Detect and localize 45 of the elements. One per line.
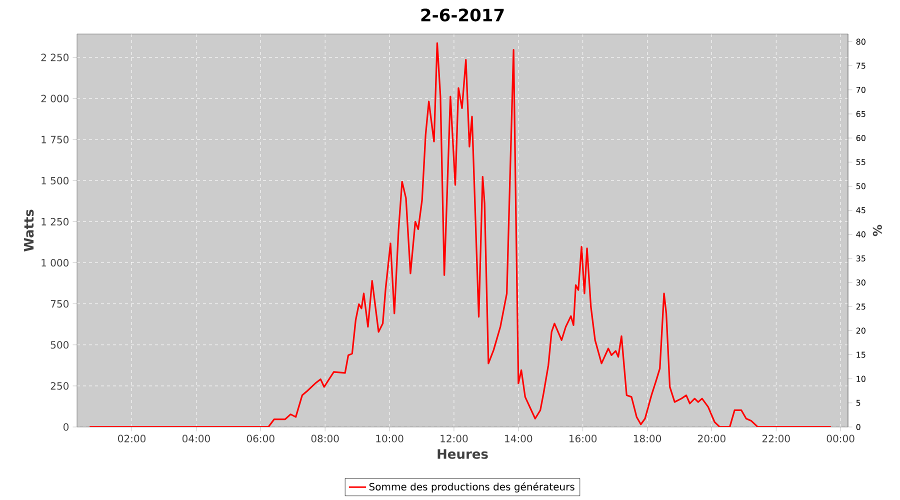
x-axis-title: Heures [438,449,488,459]
y2-tick-label: 0 [856,424,860,430]
y2-tick-label: 50 [856,183,866,190]
x-tick-label: 20:00 [698,434,726,442]
y2-tick-label: 55 [856,159,866,166]
y-tick-label: 2 000 [41,94,69,102]
x-tick-label: 04:00 [182,434,210,442]
legend-label: Somme des productions des générateurs [369,482,574,492]
x-tick-label: 10:00 [376,434,404,442]
y2-tick-label: 15 [856,352,866,358]
y2-tick-label: 5 [856,400,860,406]
y2-tick-label: 35 [856,255,866,262]
y-tick-label: 1 500 [42,176,69,184]
y-tick-label: 750 [50,300,69,308]
x-tick-label: 22:00 [762,434,790,442]
y-tick-label: 1 000 [42,258,69,267]
y-tick-label: 1 750 [42,136,69,144]
y2-tick-label: 25 [856,304,866,310]
y-tick-label: 0 [64,423,69,431]
y2-tick-label: 10 [856,376,866,382]
y2-tick-label: 75 [856,62,866,69]
y2-tick-label: 80 [856,38,866,45]
x-tick-label: 18:00 [634,434,662,442]
x-tick-label: 12:00 [440,434,468,442]
y2-tick-label: 20 [856,328,866,334]
y-tick-label: 250 [50,382,69,390]
y2-tick-label: 30 [856,279,866,286]
x-tick-label: 06:00 [246,434,274,442]
y2-tick-label: 40 [856,231,866,238]
y2-tick-label: 45 [856,207,866,214]
x-tick-label: 00:00 [826,434,854,442]
chart-title: 2-6-2017 [421,8,504,22]
y-tick-label: 500 [50,341,69,349]
x-tick-label: 02:00 [118,434,146,442]
y-axis-title: Watts [24,210,34,252]
line-series [88,42,832,427]
x-tick-label: 08:00 [311,434,339,442]
y2-tick-label: 70 [856,86,866,93]
x-tick-label: 16:00 [570,434,597,442]
y-tick-label: 1 250 [42,218,69,226]
x-tick-label: 14:00 [505,434,532,442]
y-tick-label: 2 250 [41,54,69,62]
y2-tick-label: 65 [856,110,866,117]
y2-axis-title: % [872,224,882,236]
y2-tick-label: 60 [856,134,866,142]
